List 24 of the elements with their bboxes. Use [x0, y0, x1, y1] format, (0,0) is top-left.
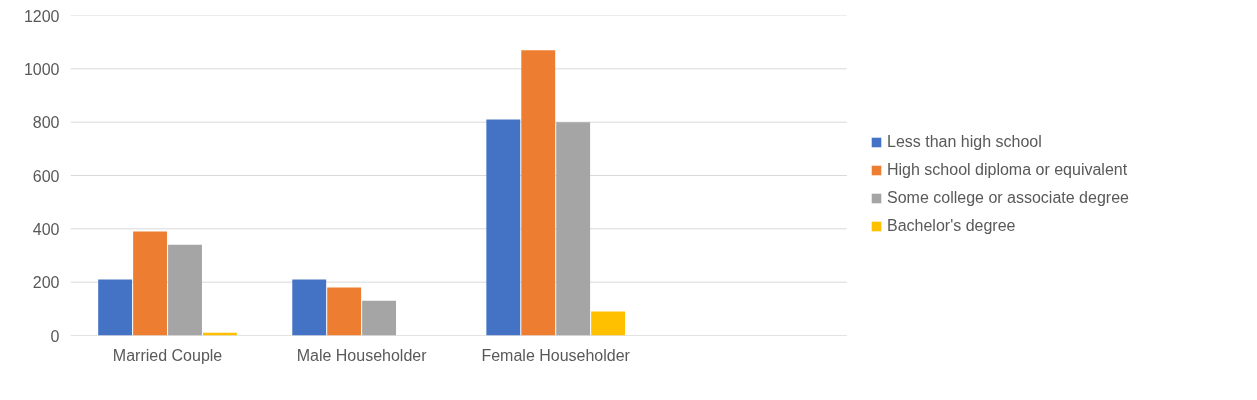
bar: [133, 231, 168, 336]
bar: [486, 119, 521, 336]
x-tick-label: Female Householder: [481, 346, 631, 364]
legend-label: Less than high school: [887, 133, 1042, 151]
bar: [327, 287, 362, 336]
bar: [556, 122, 591, 336]
bar: [292, 279, 327, 336]
legend-label: Some college or associate degree: [887, 189, 1129, 207]
legend-label: High school diploma or equivalent: [887, 161, 1128, 179]
y-tick-label: 1000: [23, 60, 60, 78]
legend-label: Bachelor's degree: [887, 217, 1016, 235]
y-tick-label: 1200: [23, 7, 60, 25]
bar: [168, 244, 202, 336]
bar: [362, 300, 397, 336]
y-tick-label: 200: [32, 274, 60, 292]
x-tick-label: Male Householder: [296, 346, 428, 364]
y-tick-label: 600: [32, 167, 60, 185]
bar: [591, 311, 626, 336]
bar: [521, 50, 556, 336]
x-tick-label: Married Couple: [112, 346, 223, 364]
bar: [98, 279, 133, 336]
y-tick-label: 400: [32, 220, 60, 238]
y-tick-label: 0: [50, 327, 60, 345]
y-tick-label: 800: [32, 114, 60, 132]
